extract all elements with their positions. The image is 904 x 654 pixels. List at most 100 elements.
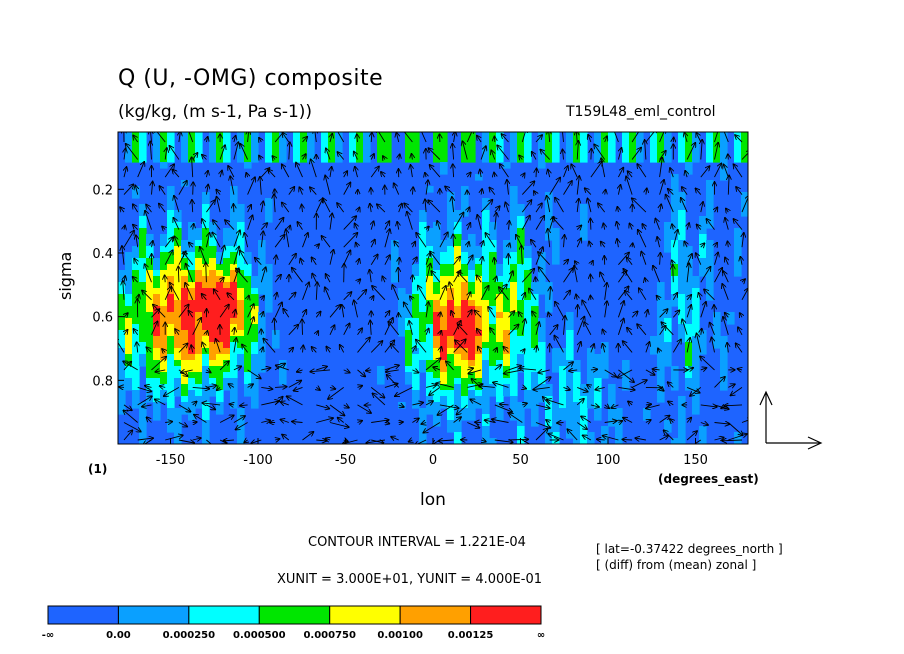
wind-vector [219,361,229,371]
contour-cell [188,390,196,397]
contour-cell [657,150,665,157]
contour-cell [685,336,693,343]
wind-vector [276,365,289,371]
contour-cell [118,312,126,319]
wind-vector [481,241,483,248]
contour-cell [657,342,665,349]
contour-cell [146,282,154,289]
contour-cell [419,240,427,247]
contour-cell [195,294,203,301]
contour-cell [650,342,658,349]
wind-vector [147,417,152,423]
contour-cell [167,276,175,283]
contour-cell [468,384,476,391]
contour-cell [447,264,455,271]
contour-cell [496,132,504,139]
contour-cell [454,276,462,283]
wind-vector [189,243,193,248]
contour-cell [230,246,238,253]
contour-cell [223,282,231,289]
wind-vector [153,305,166,318]
contour-cell [461,270,469,277]
wind-vector [286,229,290,248]
contour-cell [202,228,210,235]
wind-vector [657,237,659,248]
contour-cell [454,372,462,379]
wind-vector [605,283,607,300]
contour-cell [433,246,441,253]
contour-cell [265,150,273,157]
wind-vector [358,208,360,213]
contour-cell [265,198,273,205]
contour-cell [510,372,518,379]
contour-cell [230,372,238,379]
contour-cell [132,396,140,403]
wind-vector [178,440,194,443]
wind-vector [164,164,174,178]
contour-cell [160,150,168,157]
wind-vector [150,132,151,143]
contour-cell [188,288,196,295]
contour-cell [727,318,735,325]
contour-cell [650,144,658,151]
contour-cell [244,276,252,283]
contour-cell [468,306,476,313]
contour-cell [181,348,189,355]
wind-vector [670,419,673,422]
wind-vector [645,342,650,353]
contour-cell [251,402,259,409]
contour-cell [272,150,280,157]
wind-vector [668,189,674,195]
contour-cell [335,132,343,139]
contour-cell [692,360,700,367]
contour-cell [685,132,693,139]
wind-vector [123,361,138,371]
wind-vector [343,324,350,336]
contour-cell [447,306,455,313]
contour-cell [706,192,714,199]
contour-cell [160,246,168,253]
contour-cell [181,180,189,187]
wind-vector [682,187,688,195]
contour-cell [482,384,490,391]
wind-vector [470,399,482,406]
contour-cell [510,300,518,307]
wind-vector [230,404,234,405]
contour-cell [608,132,616,139]
wind-vector [217,197,221,213]
contour-cell [181,402,189,409]
contour-cell [720,156,728,163]
contour-cell [447,222,455,229]
wind-vector [723,317,729,335]
contour-cell [678,282,686,289]
contour-cell [524,378,532,385]
contour-cell [489,132,497,139]
contour-cell [258,366,266,373]
contour-cell [510,132,518,139]
wind-vector [535,135,542,143]
contour-cell [657,318,665,325]
contour-cell [699,234,707,241]
contour-cell [188,144,196,151]
contour-cell [209,318,217,325]
contour-cell [489,156,497,163]
contour-cell [482,282,490,289]
contour-cell [580,234,588,241]
contour-cell [433,318,441,325]
contour-cell [510,330,518,337]
contour-cell [517,360,525,367]
contour-cell [174,408,182,415]
wind-vector [391,344,400,353]
wind-vector [682,319,688,335]
contour-cell [496,150,504,157]
contour-cell [664,312,672,319]
wind-vector [584,322,592,336]
wind-vector [155,399,166,406]
wind-vector [311,159,317,178]
contour-cell [685,276,693,283]
contour-cell [153,330,161,337]
wind-vector [603,330,605,335]
contour-cell [244,360,252,367]
contour-cell [265,282,273,289]
contour-cell [209,282,217,289]
